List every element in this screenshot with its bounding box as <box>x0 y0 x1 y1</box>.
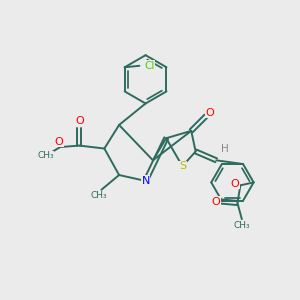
Text: CH₃: CH₃ <box>37 152 54 160</box>
Text: O: O <box>54 137 63 147</box>
Text: O: O <box>231 179 239 189</box>
Text: S: S <box>179 161 186 171</box>
Text: N: N <box>141 176 150 186</box>
Text: H: H <box>221 143 229 154</box>
Text: CH₃: CH₃ <box>234 221 250 230</box>
Text: O: O <box>75 116 84 126</box>
Text: O: O <box>212 196 220 206</box>
Text: O: O <box>205 108 214 118</box>
Text: CH₃: CH₃ <box>90 191 107 200</box>
Text: Cl: Cl <box>145 61 155 71</box>
